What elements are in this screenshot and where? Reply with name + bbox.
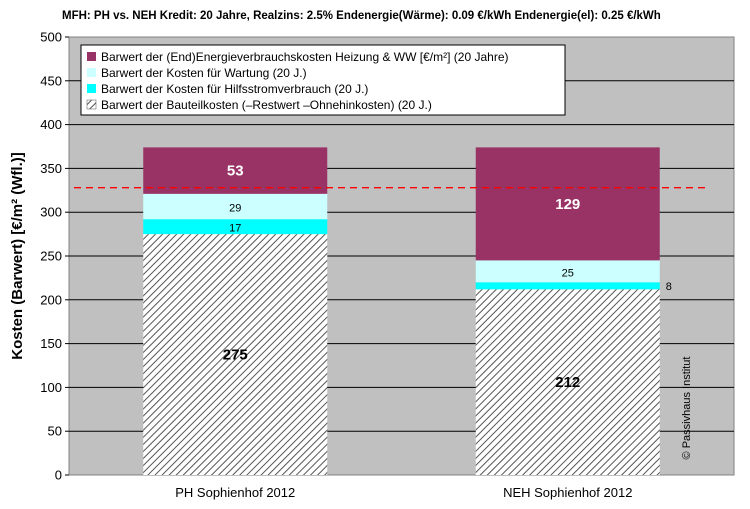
- y-tick-label: 200: [40, 292, 62, 307]
- data-label: 275: [223, 347, 248, 364]
- bar-segment-1: [475, 289, 660, 475]
- y-tick-label: 500: [40, 30, 62, 45]
- bar-segment-2: [143, 219, 328, 235]
- chart-title: MFH: PH vs. NEH Kredit: 20 Jahre, Realzi…: [62, 10, 661, 22]
- y-tick-label: 300: [40, 205, 62, 220]
- legend-swatch: [86, 99, 97, 110]
- y-tick-label: 350: [40, 161, 62, 176]
- bar-segment-1: [143, 234, 328, 475]
- data-label: 25: [562, 267, 574, 279]
- y-tick-label: 150: [40, 336, 62, 351]
- y-axis-label: Kosten (Barwert) [€/m² (Wfl.)]: [9, 152, 26, 360]
- x-axis-categories: PH Sophienhof 2012 NEH Sophienhof 2012: [175, 485, 632, 500]
- y-tick-label: 450: [40, 73, 62, 88]
- y-tick-label: 250: [40, 249, 62, 264]
- data-label: 53: [227, 163, 244, 180]
- data-label: 212: [555, 374, 580, 391]
- data-label: 17: [229, 223, 241, 235]
- data-label: 29: [229, 203, 241, 215]
- data-label: 8: [666, 281, 672, 293]
- y-tick-label: 50: [48, 424, 62, 439]
- y-axis-ticks: 0 50 100 150 200 250 300 350 400 450 500: [40, 30, 69, 483]
- bar-segment-4: [475, 147, 660, 261]
- copyright-watermark: © Passivhaus Institut: [681, 357, 693, 460]
- legend-swatch: [87, 68, 96, 77]
- legend-box: [80, 44, 566, 116]
- bar-segment-3: [475, 260, 660, 283]
- x-category-label: NEH Sophienhof 2012: [503, 485, 632, 500]
- legend: Barwert der (End)Energieverbrauchskosten…: [80, 44, 566, 116]
- legend-swatch: [87, 52, 96, 61]
- bars: 275 17 29 53 212 8 25 129: [143, 147, 672, 475]
- y-tick-label: 0: [55, 468, 62, 483]
- x-category-label: PH Sophienhof 2012: [175, 485, 295, 500]
- legend-label: Barwert der Kosten für Hilfsstromverbrau…: [101, 82, 368, 96]
- bar-segment-4: [143, 147, 328, 194]
- y-tick-label: 100: [40, 380, 62, 395]
- legend-label: Barwert der Bauteilkosten (–Restwert –Oh…: [101, 98, 432, 112]
- data-label: 129: [555, 196, 580, 213]
- legend-swatch: [87, 84, 96, 93]
- y-tick-label: 400: [40, 117, 62, 132]
- legend-label: Barwert der Kosten für Wartung (20 J.): [101, 66, 307, 80]
- bar-segment-2: [475, 282, 660, 290]
- legend-label: Barwert der (End)Energieverbrauchskosten…: [101, 50, 509, 64]
- bar-segment-3: [143, 193, 328, 220]
